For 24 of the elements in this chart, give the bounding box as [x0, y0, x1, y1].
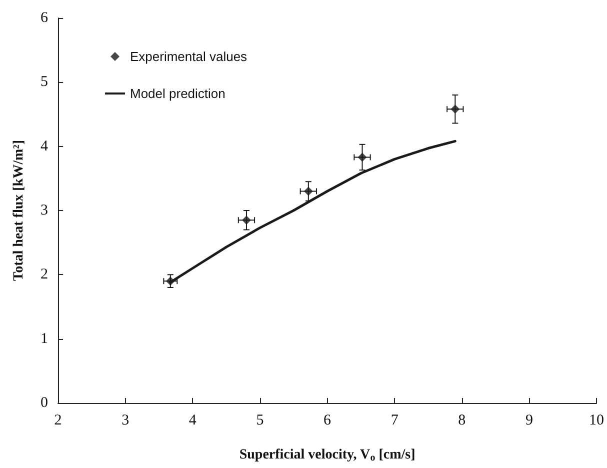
legend-label: Experimental values [130, 49, 248, 64]
point [450, 104, 460, 114]
point [166, 276, 175, 286]
y-axis-title: Total heat flux [kW/m²] [12, 140, 26, 281]
y-tick-label: 4 [40, 138, 48, 154]
x-tick-label: 10 [589, 412, 604, 428]
x-tick-label: 7 [390, 412, 399, 428]
point [242, 216, 251, 225]
x-tick-label: 6 [324, 412, 332, 428]
y-tick-label: 5 [40, 74, 48, 90]
x-tick-label: 4 [188, 412, 197, 428]
point [358, 152, 367, 162]
x-tick-label: 8 [458, 412, 466, 428]
x-tick-label: 2 [54, 412, 62, 428]
y-tick-label: 2 [40, 266, 48, 283]
x-tick-label: 3 [122, 412, 130, 428]
legend-label: Model prediction [130, 86, 226, 101]
y-tick-label: 0 [40, 395, 48, 411]
x-tick-label: 9 [525, 412, 533, 428]
x-tick-label: 5 [256, 412, 264, 428]
y-tick-label: 3 [40, 202, 48, 218]
point [304, 186, 313, 196]
y-tick-label: 1 [40, 330, 48, 347]
y-tick-label: 6 [40, 10, 48, 26]
